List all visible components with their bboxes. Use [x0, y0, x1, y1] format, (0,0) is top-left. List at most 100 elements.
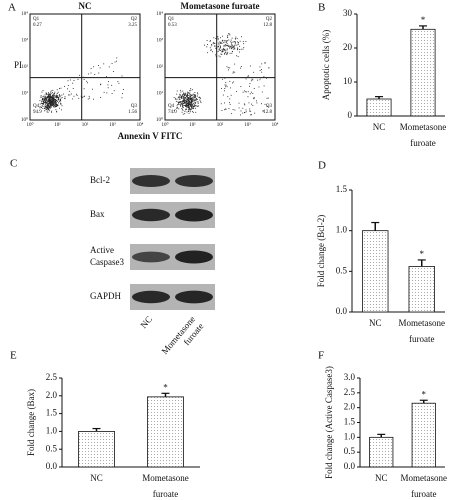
event-dot	[50, 91, 52, 93]
event-dot	[50, 94, 52, 96]
flow-x-tick: 10²	[82, 122, 89, 128]
event-dot	[54, 99, 56, 100]
event-dot	[76, 94, 78, 96]
event-dot	[181, 97, 183, 98]
event-dot	[55, 99, 57, 101]
event-dot	[52, 99, 54, 101]
event-dot	[261, 63, 263, 65]
event-dot	[190, 105, 192, 106]
event-dot	[185, 97, 186, 99]
event-dot	[181, 111, 183, 113]
event-dot	[189, 95, 191, 97]
event-dot	[218, 55, 220, 57]
event-dot	[224, 109, 226, 111]
event-dot	[252, 93, 254, 94]
event-dot	[179, 89, 181, 91]
event-dot	[82, 96, 84, 98]
event-dot	[229, 103, 231, 105]
event-dot	[53, 103, 55, 105]
event-dot	[192, 111, 194, 113]
event-dot	[198, 96, 200, 98]
plot-frame	[164, 13, 276, 121]
event-dot	[222, 51, 224, 52]
event-dot	[250, 91, 252, 93]
event-dot	[190, 96, 192, 98]
event-dot	[231, 37, 233, 39]
event-dot	[195, 95, 197, 97]
event-dot	[49, 102, 51, 103]
event-dot	[46, 97, 48, 99]
event-dot	[263, 76, 265, 78]
event-dot	[183, 96, 185, 98]
blot-band	[175, 208, 213, 222]
event-dot	[191, 101, 193, 103]
event-dot	[206, 40, 208, 41]
event-dot	[187, 92, 189, 94]
y-tick-label: 0.0	[46, 461, 58, 471]
event-dot	[50, 90, 52, 92]
event-dot	[223, 47, 225, 49]
event-dot	[190, 89, 192, 91]
event-dot	[225, 44, 227, 46]
event-dot	[189, 90, 191, 92]
event-dot	[191, 102, 192, 104]
event-dot	[218, 44, 220, 46]
event-dot	[48, 108, 50, 110]
event-dot	[229, 80, 231, 82]
event-dot	[226, 40, 228, 42]
event-dot	[229, 52, 231, 54]
event-dot	[55, 109, 57, 111]
event-dot	[186, 104, 188, 105]
event-dot	[217, 51, 219, 53]
event-dot	[90, 72, 92, 74]
event-dot	[49, 96, 51, 98]
event-dot	[122, 93, 124, 95]
event-dot	[176, 107, 177, 109]
event-dot	[226, 54, 228, 56]
event-dot	[93, 66, 95, 68]
event-dot	[227, 37, 229, 39]
event-dot	[232, 48, 234, 50]
event-dot	[186, 103, 188, 105]
event-dot	[42, 97, 44, 99]
y-tick-label: 0.5	[46, 443, 58, 453]
event-dot	[50, 99, 51, 101]
event-dot	[51, 96, 53, 98]
event-dot	[189, 94, 191, 96]
event-dot	[229, 46, 231, 47]
y-tick-label: 2.5	[344, 387, 356, 397]
event-dot	[192, 103, 194, 105]
event-dot	[218, 49, 220, 51]
event-dot	[217, 38, 219, 40]
event-dot	[44, 101, 46, 103]
event-dot	[227, 67, 229, 69]
plot-frame	[29, 13, 141, 121]
event-dot	[231, 42, 232, 44]
event-dot	[229, 34, 231, 36]
event-dot	[56, 104, 58, 106]
event-dot	[59, 102, 61, 104]
event-dot	[184, 98, 186, 100]
event-dot	[51, 97, 53, 99]
event-dot	[189, 98, 191, 100]
event-dot	[92, 98, 94, 100]
event-dot	[184, 94, 186, 96]
event-dot	[46, 108, 48, 110]
event-dot	[179, 94, 181, 96]
event-dot	[221, 51, 223, 53]
event-dot	[192, 104, 193, 106]
event-dot	[181, 103, 183, 105]
event-dot	[190, 88, 192, 90]
panel-letter: A	[8, 2, 16, 14]
event-dot	[48, 100, 50, 102]
event-dot	[52, 96, 54, 98]
event-dot	[220, 53, 222, 55]
flow-y-tick: 10¹	[157, 91, 164, 97]
flow-y-tick: 10⁴	[156, 11, 163, 17]
event-dot	[185, 102, 187, 104]
event-dot	[193, 106, 195, 108]
event-dot	[229, 102, 230, 104]
quadrant-name: Q1	[33, 17, 40, 22]
bar	[78, 430, 115, 468]
y-axis-label: Fold change (Active Caspase3)	[324, 366, 334, 479]
